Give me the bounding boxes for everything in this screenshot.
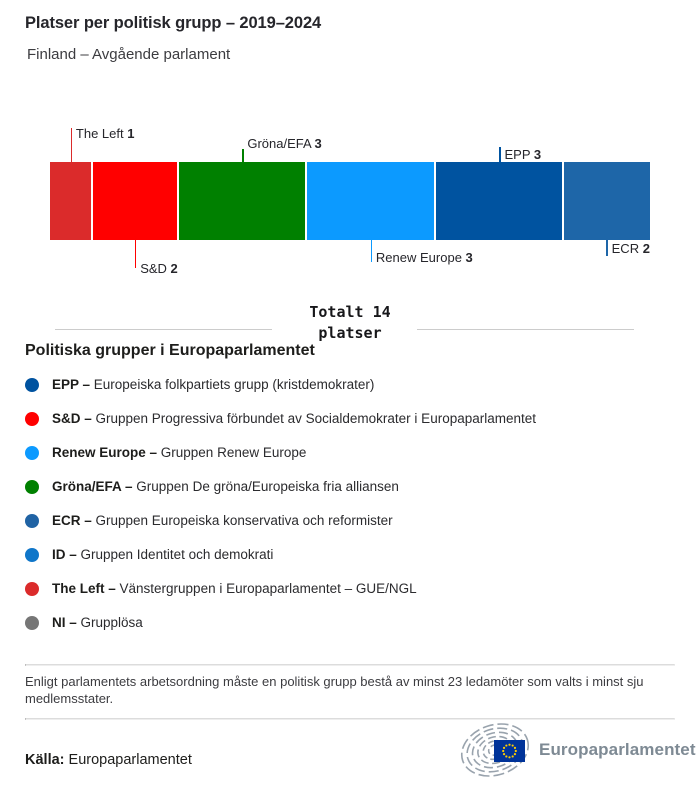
legend-item-label: ID – Gruppen Identitet och demokrati [52,547,273,562]
callout-line-s-d [134,240,137,268]
callout-line-gr-na-efa [242,149,244,162]
bar-segment-the-left [50,162,93,240]
legend-item-ecr: ECR – Gruppen Europeiska konservativa oc… [25,513,675,528]
page-title: Platser per politisk grupp – 2019–2024 [25,14,322,32]
legend-group-description: Vänstergruppen i Europaparlamentet – GUE… [119,581,417,596]
legend-dot-gr-na-efa [25,479,39,494]
legend-item-ni: NI – Grupplösa [25,615,675,630]
callout-label-gr-na-efa: Gröna/EFA 3 [247,136,321,151]
bar-segment-epp [435,162,565,240]
divider-below-footnote [25,718,675,720]
seats-bar-chart: The Left 1 S&D 2 Gröna/EFA 3 Renew Europe 3… [0,0,700,300]
bar-segment-gr-na-efa [178,162,308,240]
eu-flag-stars [502,743,517,759]
total-seats-label: Totalt 14 platser [0,302,700,344]
legend-group-abbr: S&D – [52,411,96,426]
bar-segment-s-d [92,162,179,240]
callout-group-name: The Left [75,126,128,141]
callout-seat-count: 1 [127,126,135,141]
bar-segment-renew-europe [307,162,436,240]
eu-flag [494,740,525,762]
legend-item-label: EPP – Europeiska folkpartiets grupp (kri… [52,377,374,392]
callout-seat-count: 2 [170,261,178,276]
legend-group-abbr: ID – [52,547,81,562]
total-seats-line2: platser [318,324,382,342]
footnote: Enligt parlamentets arbetsordning måste … [25,674,644,706]
callout-seat-count: 3 [314,136,322,151]
callout-label-ecr: ECR 2 [612,241,650,256]
legend-group-description: Grupplösa [80,615,143,630]
callout-label-s-d: S&D 2 [140,261,178,276]
callout-line-renew-europe [370,240,373,262]
callout-group-name: Gröna/EFA [247,136,315,151]
legend-item-gr-na-efa: Gröna/EFA – Gruppen De gröna/Europeiska … [25,479,675,494]
callout-group-name: ECR [611,241,643,256]
divider-above-footnote [25,664,675,666]
logo-wordmark: Europaparlamentet [539,740,696,759]
legend-item-the-left: The Left – Vänstergruppen i Europaparlam… [25,581,675,596]
callout-seat-count: 3 [465,250,473,265]
legend-heading: Politiska grupper i Europaparlamentet [25,342,315,359]
callout-group-name: EPP [504,147,534,162]
stacked-bar [50,162,650,240]
callout-line-ecr [606,240,608,256]
legend-item-epp: EPP – Europeiska folkpartiets grupp (kri… [25,377,675,392]
legend-item-label: The Left – Vänstergruppen i Europaparlam… [52,581,417,596]
ep-hemicycle-icon [460,723,530,777]
legend-group-description: Europeiska folkpartiets grupp (kristdemo… [93,377,375,392]
legend-group-abbr: Renew Europe – [52,445,161,460]
page-subtitle: Finland – Avgående parlament [27,46,231,63]
legend-group-description: Gruppen Renew Europe [160,445,307,460]
callout-group-name: Renew Europe [375,250,466,265]
legend-group-description: Gruppen Europeiska konservativa och refo… [95,513,393,528]
callout-label-the-left: The Left 1 [76,126,135,141]
legend-item-id: ID – Gruppen Identitet och demokrati [25,547,675,562]
source-value: Europaparlamentet [68,752,192,768]
legend-item-label: Renew Europe – Gruppen Renew Europe [52,445,306,460]
total-divider-right [417,329,634,330]
legend-group-abbr: The Left – [52,581,120,596]
legend-dot-id [25,547,39,562]
callout-seat-count: 3 [533,147,542,162]
legend-item-renew-europe: Renew Europe – Gruppen Renew Europe [25,445,675,460]
legend-group-abbr: NI – [52,615,81,630]
callout-group-name: S&D [140,261,171,276]
total-divider-left [55,329,272,330]
legend-dot-epp [25,377,39,392]
source-line: Källa: Europaparlamentet [25,752,192,768]
total-seats-annotation: Totalt 14 platser [0,300,700,348]
legend-dot-ecr [25,513,39,528]
callout-line-epp [499,147,501,162]
legend-list: EPP – Europeiska folkpartiets grupp (kri… [25,377,675,649]
legend-item-label: S&D – Gruppen Progressiva förbundet av S… [52,411,536,426]
callout-seat-count: 2 [642,241,650,256]
legend-dot-ni [25,615,39,630]
total-seats-line1: Totalt 14 [309,303,391,321]
legend-group-description: Gruppen Identitet och demokrati [80,547,274,562]
callout-line-the-left [70,128,73,162]
legend-dot-s-d [25,411,39,426]
legend-item-label: Gröna/EFA – Gruppen De gröna/Europeiska … [52,479,399,494]
legend-item-label: NI – Grupplösa [52,615,143,630]
european-parliament-logo: Europaparlamentet [458,723,696,777]
legend-group-description: Gruppen Progressiva förbundet av Sociald… [95,411,537,426]
legend-item-label: ECR – Gruppen Europeiska konservativa oc… [52,513,393,528]
source-label: Källa: [25,752,65,768]
legend-dot-renew-europe [25,445,39,460]
bar-segment-ecr [564,162,650,240]
legend-group-abbr: EPP – [52,377,94,392]
callout-label-epp: EPP 3 [505,147,542,162]
legend-item-s-d: S&D – Gruppen Progressiva förbundet av S… [25,411,675,426]
legend-group-abbr: ECR – [52,513,96,528]
legend-group-abbr: Gröna/EFA – [52,479,137,494]
legend-dot-the-left [25,581,39,596]
callout-label-renew-europe: Renew Europe 3 [376,250,473,265]
legend-group-description: Gruppen De gröna/Europeiska fria allians… [136,479,399,494]
